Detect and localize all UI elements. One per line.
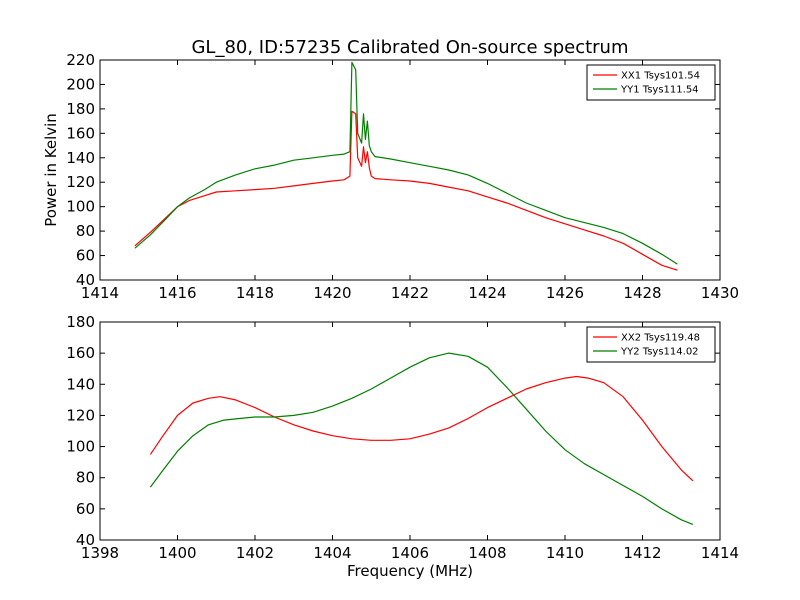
x-tick-label: 1410 xyxy=(546,544,584,562)
y-tick-label: 60 xyxy=(76,247,95,265)
x-tick-label: 1416 xyxy=(158,284,196,302)
x-tick-label: 1414 xyxy=(81,284,119,302)
x-axis-label: Frequency (MHz) xyxy=(347,562,473,580)
x-tick-label: 1402 xyxy=(236,544,274,562)
series-line-2-2 xyxy=(149,352,694,525)
y-tick-label: 100 xyxy=(66,198,95,216)
y-tick-label: 220 xyxy=(66,51,95,69)
x-tick-label: 1428 xyxy=(623,284,661,302)
y-tick-label: 80 xyxy=(76,469,95,487)
y-tick-label: 160 xyxy=(66,344,95,362)
legend-entry: XX1 Tsys101.54 xyxy=(621,71,700,82)
series-line-1-1 xyxy=(134,110,678,271)
legend-entry: XX2 Tsys119.48 xyxy=(621,333,700,344)
top-panel: 1414 1416 1418 1420 1422 1424 1426 1428 1430 40 60… xyxy=(66,51,739,302)
series-line-1-2 xyxy=(134,61,678,265)
x-tick-label: 1426 xyxy=(546,284,584,302)
x-tick-label: 1414 xyxy=(701,544,739,562)
x-tick-label: 1430 xyxy=(701,284,739,302)
legend-box xyxy=(586,326,716,363)
y-tick-label: 100 xyxy=(66,438,95,456)
x-tick-label: 1404 xyxy=(313,544,351,562)
top-y-axis-label: Power in Kelvin xyxy=(42,113,60,227)
y-tick-label: 40 xyxy=(76,271,95,289)
x-tick-label: 1408 xyxy=(468,544,506,562)
x-tick-label: 1412 xyxy=(623,544,661,562)
x-tick-label: 1406 xyxy=(391,544,429,562)
series-line-2-1 xyxy=(149,375,694,482)
y-tick-label: 60 xyxy=(76,500,95,518)
legend-box xyxy=(586,64,716,101)
chart-title: GL_80, ID:57235 Calibrated On-source spe… xyxy=(191,37,628,58)
y-tick-label: 120 xyxy=(66,406,95,424)
x-tick-label: 1398 xyxy=(81,544,119,562)
legend: XX1 Tsys101.54 YY1 Tsys111.54 xyxy=(586,64,716,101)
y-tick-label: 140 xyxy=(66,149,95,167)
y-tick-label: 200 xyxy=(66,75,95,93)
y-tick-label: 140 xyxy=(66,375,95,393)
x-tick-label: 1422 xyxy=(391,284,429,302)
bottom-panel: 1398 1400 1402 1404 1406 1408 1410 1412 1414 40 60… xyxy=(66,313,739,562)
y-tick-label: 160 xyxy=(66,124,95,142)
y-tick-label: 40 xyxy=(76,531,95,549)
x-tick-label: 1400 xyxy=(158,544,196,562)
x-tick-label: 1418 xyxy=(236,284,274,302)
legend-entry: YY2 Tsys114.02 xyxy=(620,347,699,358)
legend-entry: YY1 Tsys111.54 xyxy=(620,85,699,96)
y-tick-label: 80 xyxy=(76,222,95,240)
y-tick-label: 180 xyxy=(66,313,95,331)
x-tick-label: 1420 xyxy=(313,284,351,302)
y-tick-label: 180 xyxy=(66,100,95,118)
x-tick-label: 1424 xyxy=(468,284,506,302)
y-tick-label: 120 xyxy=(66,173,95,191)
legend: XX2 Tsys119.48 YY2 Tsys114.02 xyxy=(586,326,716,363)
